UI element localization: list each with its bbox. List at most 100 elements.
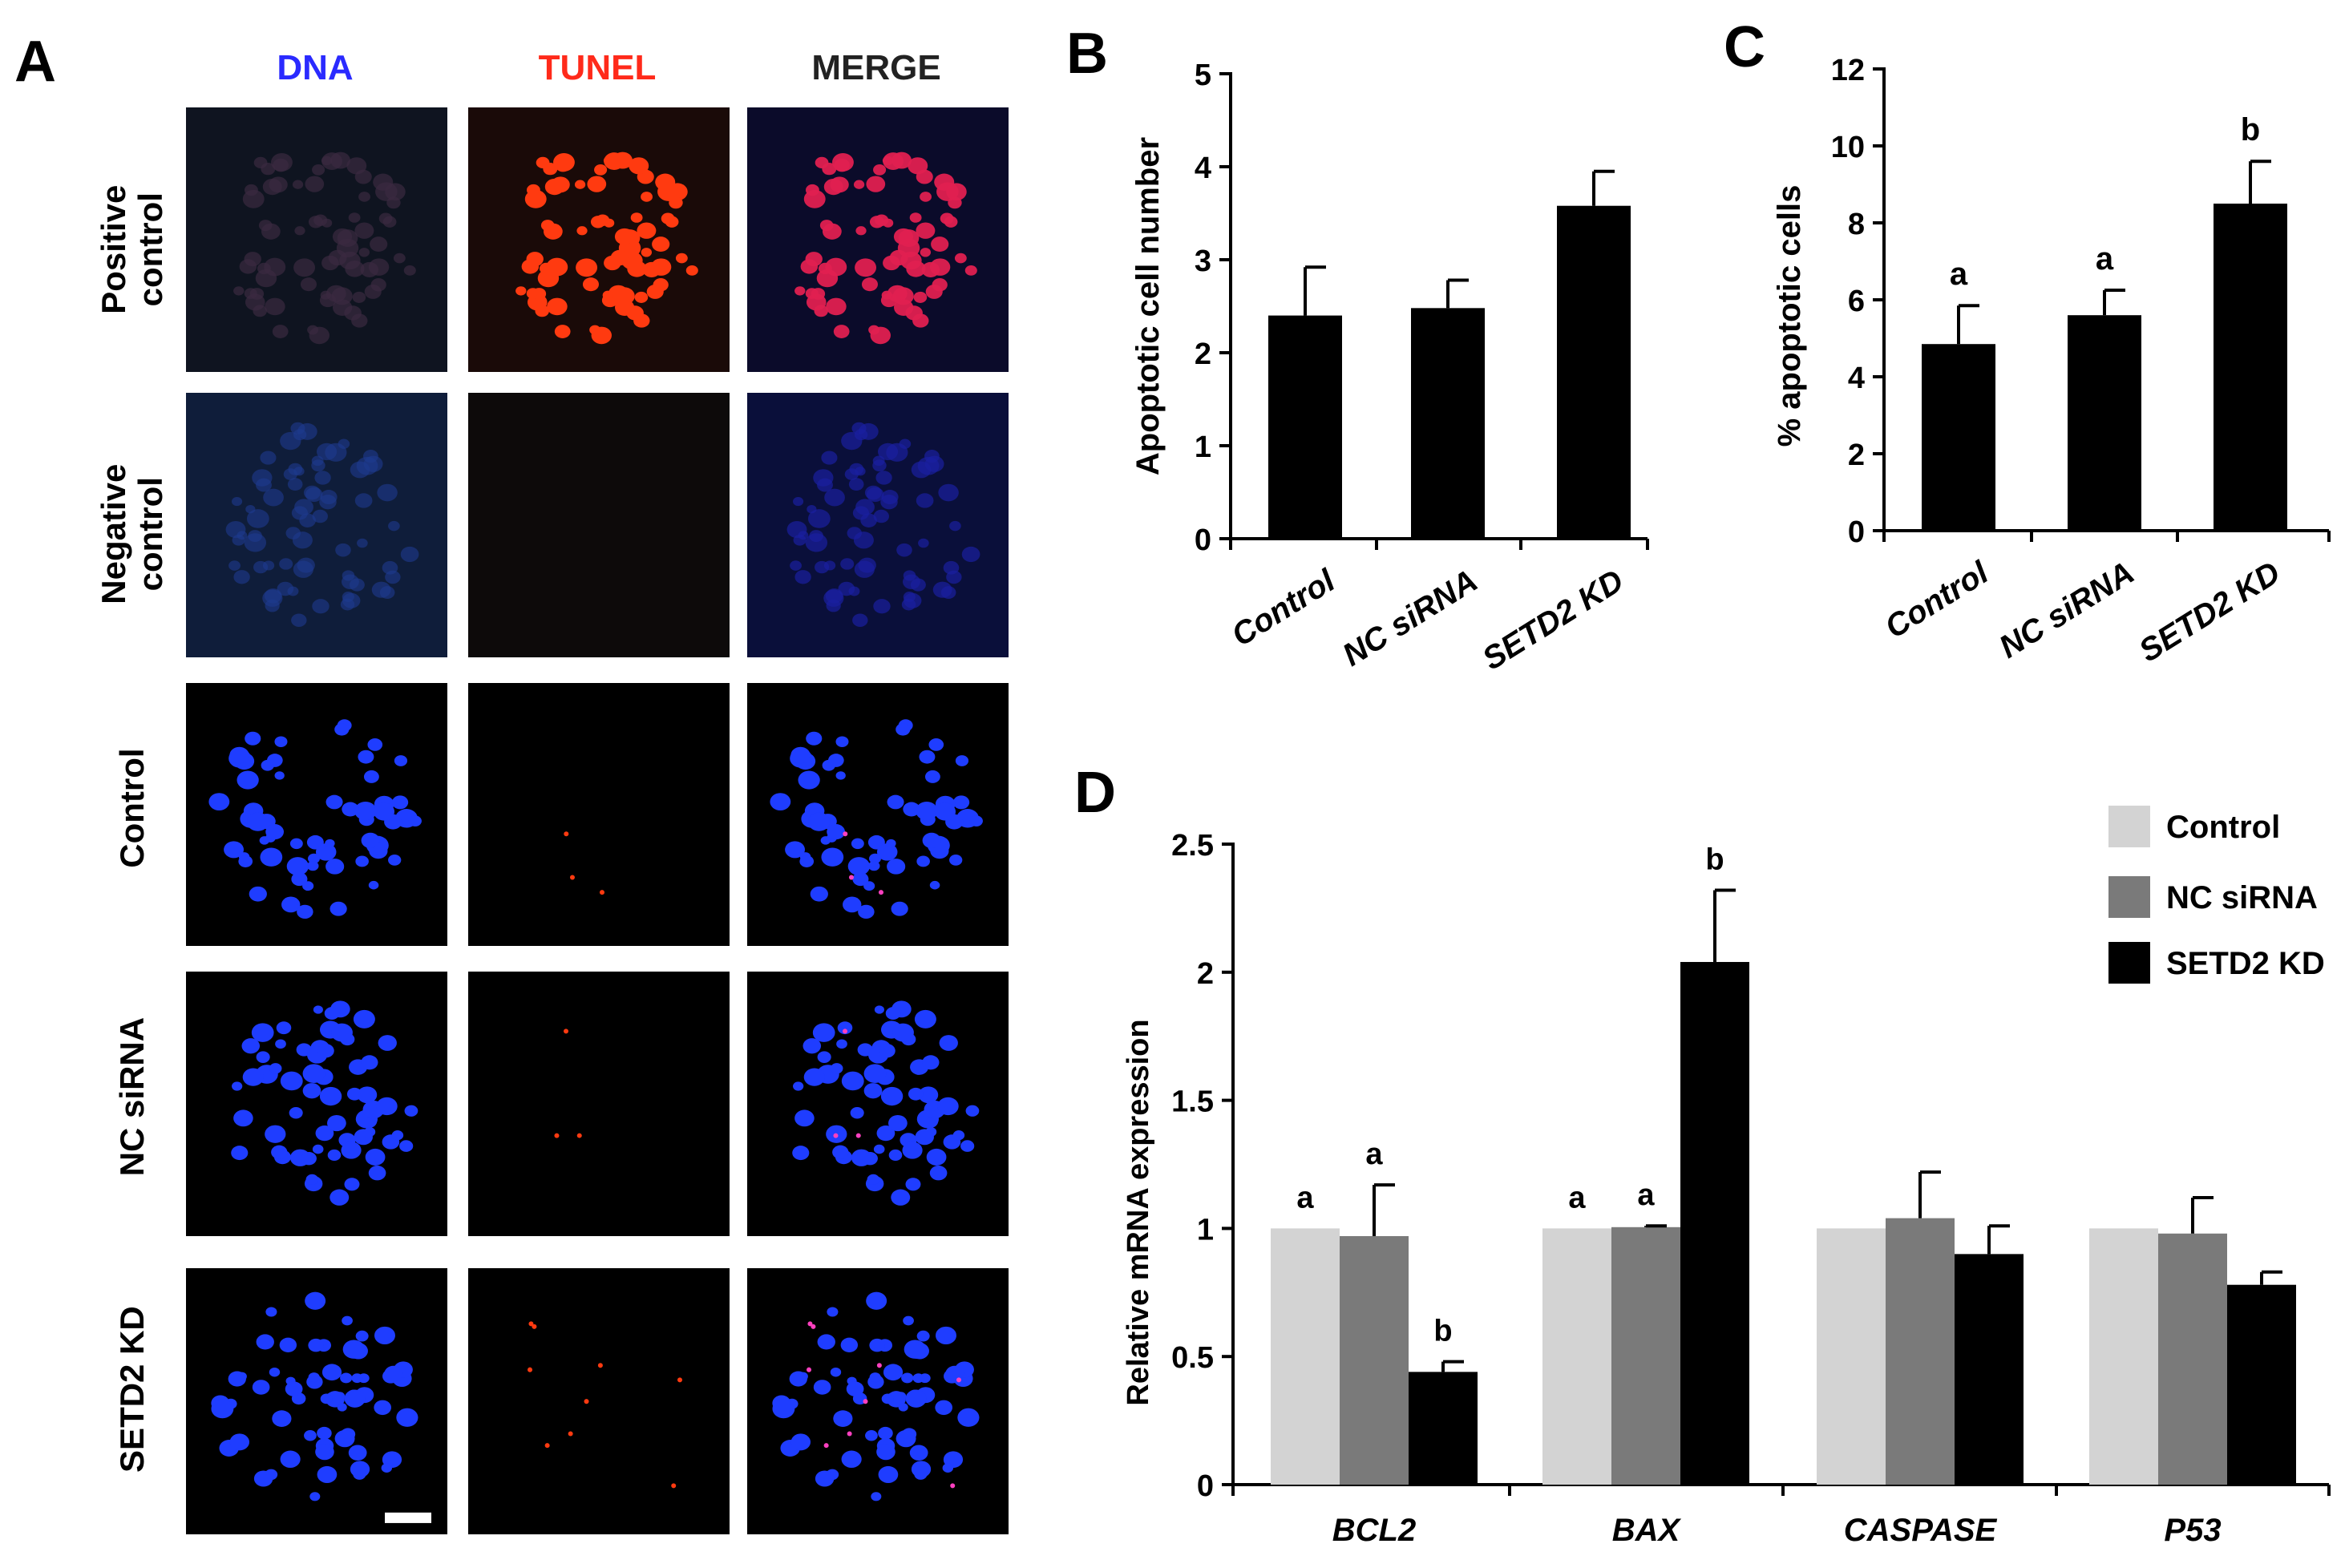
nucleus (954, 253, 967, 264)
nucleus (312, 509, 328, 523)
nucleus (551, 176, 570, 193)
nucleus (873, 164, 887, 176)
nucleus (314, 471, 331, 485)
nucleus (815, 1470, 835, 1487)
nucleus (794, 286, 806, 296)
nucleus (675, 253, 688, 264)
nucleus (319, 495, 337, 510)
nucleus (338, 438, 350, 449)
nucleus (814, 305, 828, 317)
nucleus (803, 1038, 822, 1054)
nucleus (908, 1087, 924, 1101)
nucleus (847, 857, 871, 876)
chart-d-bar-setd2-kd-caspase (1955, 1254, 2024, 1485)
nucleus (961, 546, 980, 563)
nucleus (228, 560, 241, 571)
nucleus (789, 1371, 807, 1387)
nucleus (905, 1178, 921, 1191)
nucleus (898, 1403, 908, 1412)
nucleus (308, 1338, 324, 1352)
nucleus (916, 1330, 930, 1342)
nucleus (799, 855, 815, 867)
nucleus (246, 509, 269, 528)
chart-d-y-tick-label: 2 (1197, 957, 1214, 991)
nucleus (919, 750, 936, 764)
micrograph-control-merge (747, 683, 1009, 946)
nucleus (330, 1189, 350, 1206)
nucleus (377, 483, 398, 502)
nucleus (938, 483, 959, 502)
nucleus (265, 824, 284, 840)
chart-d-legend-label: NC siRNA (2166, 880, 2318, 915)
chart-d-legend-swatch-control (2108, 806, 2150, 847)
nucleus (232, 1081, 243, 1091)
nucleus (269, 1367, 281, 1377)
nucleus (872, 455, 885, 467)
nucleus (924, 455, 944, 472)
nucleus (904, 1340, 927, 1359)
nucleus (803, 1068, 825, 1086)
micrograph-setd2-kd-tunel (468, 1268, 730, 1534)
nucleus (228, 1371, 246, 1387)
nucleus (309, 326, 330, 345)
nucleus (931, 236, 949, 253)
nucleus (812, 1023, 835, 1042)
chart-d-bar-control-caspase (1817, 1228, 1886, 1485)
nucleus (330, 152, 350, 169)
nucleus (841, 1071, 864, 1091)
nucleus (965, 1105, 980, 1117)
nucleus (852, 872, 869, 887)
nucleus (256, 1051, 270, 1063)
nucleus (613, 152, 633, 169)
chart-d-legend-swatch-setd2-kd (2108, 942, 2150, 984)
nucleus (955, 755, 969, 766)
nucleus (355, 1330, 369, 1342)
nucleus (852, 613, 868, 627)
nucleus (358, 750, 374, 764)
nucleus (292, 180, 304, 189)
nucleus (863, 1083, 883, 1099)
nucleus (916, 855, 930, 867)
nucleus (937, 1097, 959, 1116)
nucleus (820, 836, 831, 845)
nucleus (841, 431, 863, 451)
nucleus (840, 1337, 859, 1352)
nucleus (893, 228, 914, 245)
nucleus (274, 771, 285, 780)
nucleus (873, 599, 891, 614)
nucleus (843, 896, 862, 913)
nucleus (253, 305, 267, 317)
nucleus (239, 259, 257, 274)
tunel-dot (597, 1363, 603, 1368)
nucleus (849, 463, 864, 475)
nucleus (394, 755, 408, 766)
panel-b-letter: B (1066, 22, 1108, 86)
row-label-negative-control: Negative control (94, 463, 169, 604)
nucleus (943, 560, 960, 575)
nucleus (305, 176, 325, 192)
nucleus (858, 557, 876, 573)
chart-d-significance-label: a (1637, 1178, 1655, 1212)
chart-d-bar-nc-sirna-bcl2 (1340, 1235, 1409, 1485)
nucleus (350, 1461, 370, 1478)
nucleus (920, 192, 932, 202)
nucleus (851, 838, 864, 850)
nucleus (935, 1400, 952, 1416)
nucleus (853, 180, 865, 189)
tunel-dot (855, 1133, 861, 1138)
nucleus (902, 1142, 923, 1159)
nucleus (554, 325, 571, 338)
nucleus (827, 1307, 839, 1317)
nucleus (587, 176, 607, 192)
chart-c-y-tick-label: 2 (1848, 438, 1865, 472)
nucleus (800, 259, 819, 274)
nucleus (229, 1433, 250, 1451)
tunel-dot (584, 1399, 589, 1404)
nucleus (337, 1403, 347, 1412)
nucleus (630, 212, 643, 223)
nucleus (825, 257, 847, 277)
nucleus (876, 1444, 896, 1461)
nucleus (863, 1064, 887, 1084)
chart-d-significance-label: a (1296, 1181, 1314, 1214)
nucleus (793, 1081, 804, 1091)
